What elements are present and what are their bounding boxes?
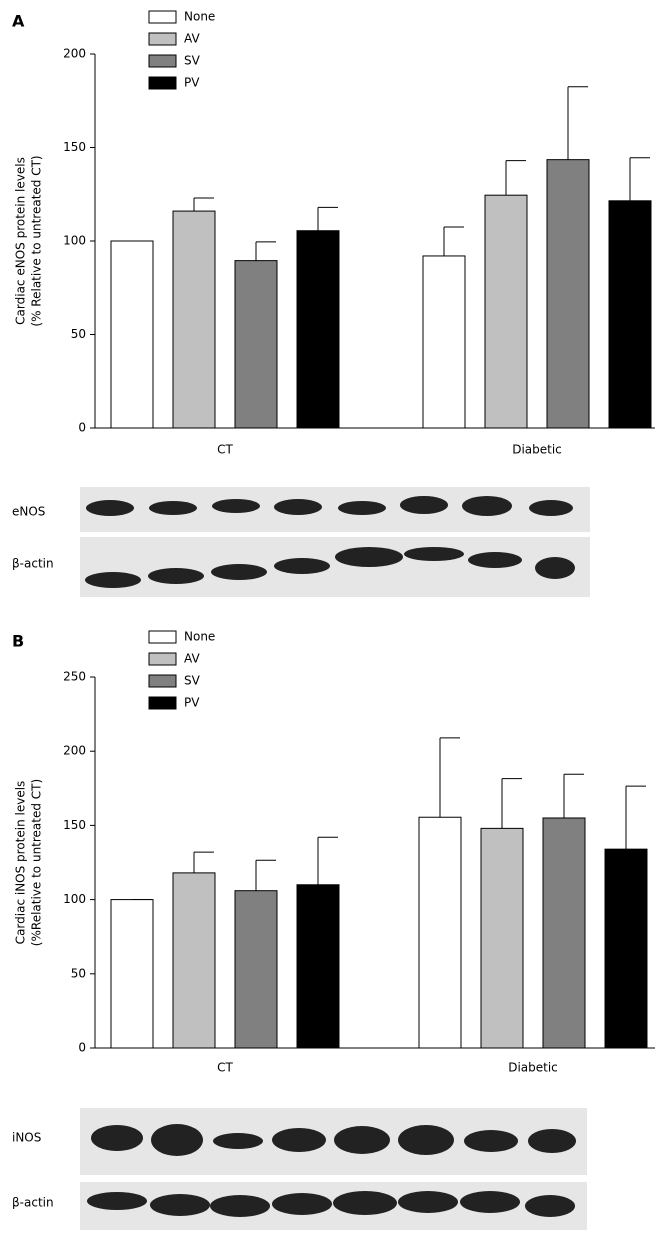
y-tick-label: 50 <box>71 327 86 341</box>
legend-swatch <box>148 32 177 46</box>
legend-swatch <box>148 652 177 666</box>
blot-label: β-actin <box>12 557 54 571</box>
bar <box>172 210 216 429</box>
legend-label: None <box>184 630 215 644</box>
y-tick-label: 0 <box>78 421 86 435</box>
bar <box>234 890 278 1049</box>
y-tick-label: 50 <box>71 966 86 980</box>
y-axis-title: Cardiac iNOS protein levels <box>14 781 28 945</box>
bar <box>422 255 466 429</box>
legend-label: SV <box>184 674 201 688</box>
blot-a <box>80 487 590 597</box>
bar <box>480 827 524 1049</box>
blot-label: iNOS <box>12 1131 41 1145</box>
y-tick-label: 150 <box>63 818 86 832</box>
legend-label: SV <box>184 54 201 68</box>
y-tick-label: 100 <box>63 892 86 906</box>
blot-b <box>80 1108 587 1230</box>
bar <box>604 848 648 1049</box>
y-tick-label: 100 <box>63 234 86 248</box>
bar <box>608 200 652 429</box>
y-tick-label: 250 <box>63 670 86 684</box>
bar <box>542 817 586 1049</box>
y-axis-title: Cardiac eNOS protein levels <box>14 157 28 325</box>
y-tick-label: 200 <box>63 744 86 758</box>
legend-label: PV <box>184 76 200 90</box>
legend-swatch <box>148 630 177 644</box>
legend-label: PV <box>184 696 200 710</box>
bar <box>546 159 590 429</box>
bar <box>296 884 340 1049</box>
panel-label: A <box>12 12 25 31</box>
blot-label: β-actin <box>12 1196 54 1210</box>
x-tick-label: Diabetic <box>508 1061 558 1075</box>
legend-label: AV <box>184 32 200 46</box>
bar <box>110 240 154 429</box>
legend-swatch <box>148 10 177 24</box>
legend-label: AV <box>184 652 200 666</box>
bar <box>172 872 216 1049</box>
bar <box>296 230 340 429</box>
panel-label: B <box>12 632 24 651</box>
legend-swatch <box>148 54 177 68</box>
bar <box>484 194 528 429</box>
bar <box>418 816 462 1049</box>
x-tick-label: CT <box>217 1061 233 1075</box>
y-axis-title: (%Relative to untreated CT) <box>30 779 44 946</box>
y-tick-label: 0 <box>78 1041 86 1055</box>
x-tick-label: Diabetic <box>512 443 562 457</box>
legend-swatch <box>148 696 177 710</box>
legend-swatch <box>148 674 177 688</box>
y-tick-label: 150 <box>63 140 86 154</box>
y-axis-title: (% Relative to untreated CT) <box>30 155 44 326</box>
bar <box>110 899 154 1049</box>
blot-label: eNOS <box>12 505 45 519</box>
legend-swatch <box>148 76 177 90</box>
bar <box>234 260 278 429</box>
legend-label: None <box>184 10 215 24</box>
x-tick-label: CT <box>217 443 233 457</box>
y-tick-label: 200 <box>63 47 86 61</box>
